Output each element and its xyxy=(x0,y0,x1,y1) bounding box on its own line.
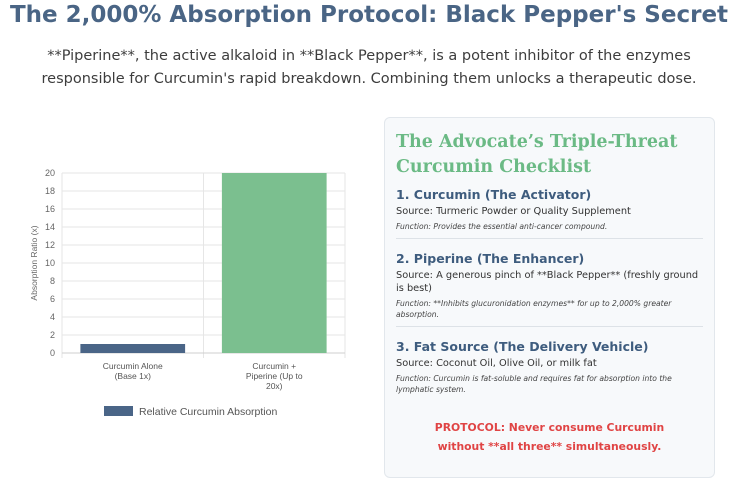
checklist-title: The Advocate’s Triple-Threat Curcumin Ch… xyxy=(396,132,678,177)
checklist-item-source: Source: A generous pinch of **Black Pepp… xyxy=(396,270,699,294)
bar xyxy=(221,173,327,353)
bar xyxy=(80,344,186,353)
legend-label: Relative Curcumin Absorption xyxy=(139,406,277,418)
y-tick-label: 6 xyxy=(50,294,55,304)
checklist-item-function: Function: **Inhibits glucuronidation enz… xyxy=(396,299,672,319)
y-tick-label: 18 xyxy=(45,186,55,196)
checklist-card: The Advocate’s Triple-Threat Curcumin Ch… xyxy=(384,117,715,478)
checklist-item-source: Source: Turmeric Powder or Quality Suppl… xyxy=(396,206,631,217)
legend-swatch xyxy=(104,406,133,416)
x-tick-label: Curcumin Alone xyxy=(103,361,163,371)
checklist-item-heading: 3. Fat Source (The Delivery Vehicle) xyxy=(396,339,649,354)
protocol-warning: PROTOCOL: Never consume Curcumin without… xyxy=(434,421,665,453)
y-tick-label: 4 xyxy=(50,312,55,322)
y-tick-label: 0 xyxy=(50,348,55,358)
x-tick-label: 20x) xyxy=(266,381,283,391)
y-tick-label: 10 xyxy=(45,258,55,268)
checklist-item-source: Source: Coconut Oil, Olive Oil, or milk … xyxy=(396,358,597,369)
y-tick-label: 8 xyxy=(50,276,55,286)
checklist-item-heading: 1. Curcumin (The Activator) xyxy=(396,187,592,202)
y-tick-label: 2 xyxy=(50,330,55,340)
y-tick-label: 14 xyxy=(45,222,55,232)
checklist-item-heading: 2. Piperine (The Enhancer) xyxy=(396,251,585,266)
checklist-item-fat-source: 3. Fat Source (The Delivery Vehicle) Sou… xyxy=(396,339,703,401)
y-axis-label: Absorption Ratio (x) xyxy=(29,225,39,300)
checklist-item-piperine: 2. Piperine (The Enhancer) Source: A gen… xyxy=(396,251,703,327)
x-tick-label: Curcumin + xyxy=(252,361,296,371)
y-tick-label: 20 xyxy=(45,168,55,178)
x-tick-label: Piperine (Up to xyxy=(246,371,303,381)
absorption-bar-chart: 0 2 4 6 8 10 12 14 16 18 20 Absorption Ratio (x) Cur… xyxy=(29,168,346,418)
y-tick-label: 12 xyxy=(45,240,55,250)
intro-paragraph: **Piperine**, the active alkaloid in **B… xyxy=(41,48,697,87)
checklist-item-function: Function: Provides the essential anti-ca… xyxy=(396,222,608,231)
page-title: The 2,000% Absorption Protocol: Black Pe… xyxy=(9,2,729,28)
x-tick-label: (Base 1x) xyxy=(115,371,152,381)
y-tick-label: 16 xyxy=(45,204,55,214)
checklist-item-curcumin: 1. Curcumin (The Activator) Source: Turm… xyxy=(396,187,703,239)
checklist-item-function: Function: Curcumin is fat-soluble and re… xyxy=(396,374,672,394)
